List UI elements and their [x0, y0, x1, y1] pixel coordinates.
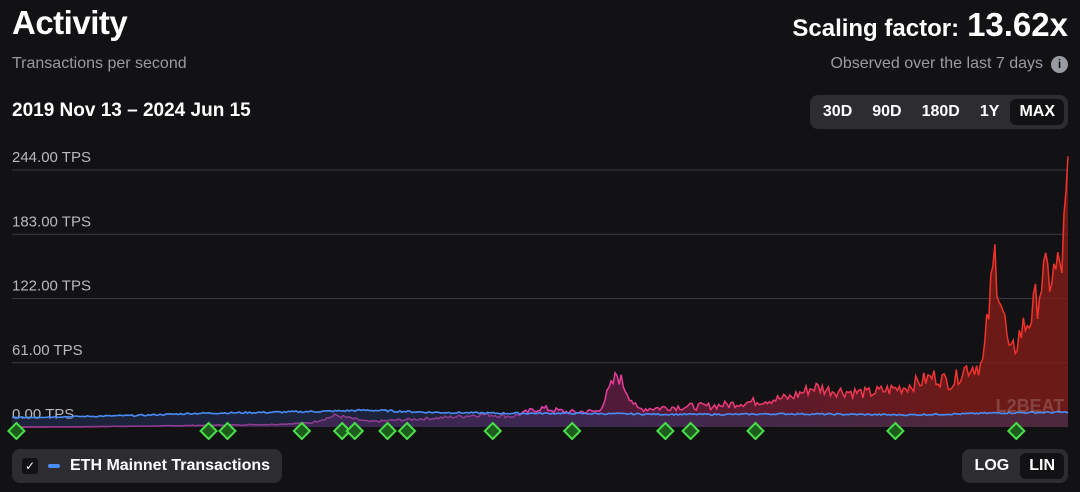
range-1y-button[interactable]: 1Y: [979, 103, 1000, 120]
series-area-eth-mainnet: [12, 409, 1068, 427]
y-tick-label: 122.00 TPS: [12, 278, 91, 295]
milestone-marker[interactable]: [483, 421, 503, 440]
l2beat-watermark: L2BEAT: [996, 396, 1065, 416]
scale-selector: LOG LIN: [961, 449, 1068, 483]
milestone-marker[interactable]: [292, 421, 312, 440]
legend-swatch: [48, 464, 60, 468]
series-line-eth-mainnet: [11, 408, 1069, 419]
activity-chart[interactable]: 0.00 TPS 61.00 TPS 122.00 TPS 183.00 TPS 244…: [0, 140, 1080, 440]
y-tick-label: 0.00 TPS: [12, 406, 74, 423]
milestone-marker[interactable]: [746, 421, 765, 440]
range-30d-button[interactable]: 30D: [822, 103, 853, 120]
page-subtitle: Transactions per second: [12, 55, 187, 72]
scaling-factor-value: 13.62x: [967, 6, 1068, 43]
check-icon[interactable]: ✓: [22, 458, 38, 474]
observed-text: Observed over the last 7 days: [830, 55, 1043, 72]
range-max-button[interactable]: MAX: [1010, 99, 1064, 125]
series-area-layer2s: [12, 156, 1068, 428]
milestone-marker[interactable]: [345, 421, 365, 440]
milestone-marker[interactable]: [885, 421, 905, 440]
milestone-marker[interactable]: [218, 421, 237, 440]
milestone-marker[interactable]: [199, 421, 218, 440]
milestone-marker[interactable]: [681, 421, 701, 440]
milestone-marker[interactable]: [562, 421, 582, 440]
time-range-selector: 30D 90D 180D 1Y MAX: [809, 95, 1068, 129]
y-tick-label: 244.00 TPS: [12, 149, 91, 166]
legend-eth-mainnet-toggle[interactable]: ✓ ETH Mainnet Transactions: [12, 449, 283, 483]
y-tick-label: 183.00 TPS: [12, 213, 91, 230]
scale-lin-button[interactable]: LIN: [1020, 453, 1064, 479]
milestone-marker[interactable]: [655, 421, 675, 440]
date-range: 2019 Nov 13 – 2024 Jun 15: [12, 100, 251, 121]
y-tick-label: 61.00 TPS: [12, 342, 83, 359]
range-90d-button[interactable]: 90D: [872, 103, 902, 120]
range-180d-button[interactable]: 180D: [921, 103, 960, 120]
milestone-marker[interactable]: [1006, 421, 1026, 440]
legend-eth-label: ETH Mainnet Transactions: [70, 457, 271, 474]
page-title: Activity: [12, 4, 128, 41]
info-icon[interactable]: i: [1051, 55, 1068, 73]
milestone-marker[interactable]: [378, 421, 397, 440]
milestone-marker[interactable]: [397, 421, 417, 440]
milestone-marker[interactable]: [332, 421, 352, 440]
scaling-factor-label: Scaling factor:: [792, 15, 960, 42]
observed-note: Observed over the last 7 days i: [830, 55, 1068, 73]
series-line-layer2s: [12, 156, 1069, 428]
scale-log-button[interactable]: LOG: [974, 457, 1010, 474]
milestone-marker[interactable]: [6, 421, 26, 440]
scaling-factor: Scaling factor: 13.62x: [792, 6, 1068, 44]
